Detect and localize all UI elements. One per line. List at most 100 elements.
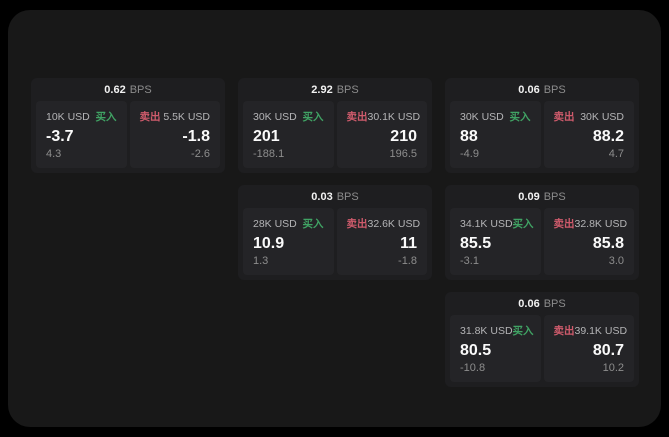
buy-panel-header: 34.1K USD 买入 [460,216,534,231]
sell-size-label: 5.5K USD [163,110,210,123]
sell-sub-value: -2.6 [191,148,210,160]
quote-panels: 34.1K USD 买入 85.5 -3.1 卖出 32.8K USD 85.8… [445,208,639,280]
sell-panel-header: 卖出 39.1K USD [554,323,628,338]
bps-unit-label: BPS [129,83,152,96]
sell-quote-panel[interactable]: 卖出 30.1K USD 210 196.5 [336,101,427,168]
buy-panel-header: 10K USD 买入 [46,109,117,124]
bps-unit-label: BPS [336,190,359,203]
sell-sub-value: 4.7 [608,148,624,160]
buy-quote-panel[interactable]: 30K USD 买入 88 -4.9 [450,101,541,168]
buy-price-value: 85.5 [460,234,492,252]
sell-panel-header: 卖出 5.5K USD [140,109,211,124]
sell-sub-value: 3.0 [608,255,624,267]
sell-panel-header: 卖出 30.1K USD [346,109,421,124]
buy-quote-panel[interactable]: 10K USD 买入 -3.7 4.3 [36,101,127,168]
card-header: 0.06 BPS [445,292,639,315]
buy-quote-panel[interactable]: 30K USD 买入 201 -188.1 [243,101,334,168]
quote-panels: 10K USD 买入 -3.7 4.3 卖出 5.5K USD -1.8 -2.… [31,101,225,173]
buy-size-label: 34.1K USD [460,217,513,230]
card-header: 0.62 BPS [31,78,225,101]
quote-card-grid: 0.62 BPS 10K USD 买入 -3.7 4.3 卖出 5.5K USD… [31,78,639,387]
bps-value: 2.92 [311,83,333,96]
quote-card[interactable]: 0.03 BPS 28K USD 买入 10.9 1.3 卖出 32.6K US… [238,185,432,280]
buy-sub-value: -4.9 [460,148,479,160]
sell-sub-value: 196.5 [389,148,417,160]
buy-sub-value: -10.8 [460,362,486,374]
card-header: 0.03 BPS [238,185,432,208]
quote-panels: 31.8K USD 买入 80.5 -10.8 卖出 39.1K USD 80.… [445,315,639,387]
quote-panels: 28K USD 买入 10.9 1.3 卖出 32.6K USD 11 -1.8 [238,208,432,280]
bps-unit-label: BPS [543,297,566,310]
bps-value: 0.09 [518,190,540,203]
sell-size-label: 32.6K USD [367,217,421,230]
buy-price-value: 201 [253,127,280,145]
buy-size-label: 31.8K USD [460,324,513,337]
buy-panel-header: 30K USD 买入 [460,109,531,124]
sell-price-value: 80.7 [592,341,624,359]
sell-quote-panel[interactable]: 卖出 32.6K USD 11 -1.8 [336,208,427,275]
buy-side-label: 买入 [302,111,324,123]
buy-price-value: -3.7 [46,127,74,145]
buy-side-label: 买入 [512,325,534,337]
buy-sub-value: 1.3 [253,255,269,267]
sell-side-label: 卖出 [139,111,161,123]
buy-size-label: 10K USD [46,110,90,123]
sell-size-label: 32.8K USD [574,217,628,230]
sell-side-label: 卖出 [346,218,368,230]
bps-value: 0.62 [104,83,126,96]
card-header: 0.06 BPS [445,78,639,101]
buy-price-value: 88 [460,127,478,145]
buy-quote-panel[interactable]: 34.1K USD 买入 85.5 -3.1 [450,208,541,275]
sell-price-value: 88.2 [592,127,624,145]
buy-size-label: 30K USD [460,110,504,123]
bps-unit-label: BPS [336,83,359,96]
buy-quote-panel[interactable]: 31.8K USD 买入 80.5 -10.8 [450,315,541,382]
sell-panel-header: 卖出 32.6K USD [346,216,421,231]
sell-sub-value: -1.8 [398,255,417,267]
bps-value: 0.06 [518,297,540,310]
buy-side-label: 买入 [95,111,117,123]
app-window: 0.62 BPS 10K USD 买入 -3.7 4.3 卖出 5.5K USD… [8,10,661,427]
sell-side-label: 卖出 [346,111,368,123]
sell-quote-panel[interactable]: 卖出 32.8K USD 85.8 3.0 [543,208,634,275]
sell-sub-value: 10.2 [602,362,624,374]
sell-price-value: 85.8 [592,234,624,252]
buy-panel-header: 28K USD 买入 [253,216,324,231]
quote-card[interactable]: 0.06 BPS 30K USD 买入 88 -4.9 卖出 30K USD 8… [445,78,639,173]
sell-size-label: 39.1K USD [574,324,628,337]
sell-size-label: 30.1K USD [367,110,421,123]
buy-price-value: 10.9 [253,234,285,252]
quote-card[interactable]: 0.06 BPS 31.8K USD 买入 80.5 -10.8 卖出 39.1… [445,292,639,387]
sell-size-label: 30K USD [580,110,624,123]
sell-side-label: 卖出 [553,111,575,123]
bps-unit-label: BPS [543,83,566,96]
bps-value: 0.06 [518,83,540,96]
buy-panel-header: 31.8K USD 买入 [460,323,534,338]
sell-quote-panel[interactable]: 卖出 5.5K USD -1.8 -2.6 [129,101,220,168]
sell-side-label: 卖出 [553,218,575,230]
sell-panel-header: 卖出 32.8K USD [553,216,628,231]
quote-card[interactable]: 0.62 BPS 10K USD 买入 -3.7 4.3 卖出 5.5K USD… [31,78,225,173]
sell-price-value: -1.8 [182,127,210,145]
buy-panel-header: 30K USD 买入 [253,109,324,124]
sell-price-value: 210 [390,127,417,145]
bps-value: 0.03 [311,190,333,203]
sell-price-value: 11 [400,234,417,252]
buy-sub-value: 4.3 [46,148,62,160]
quote-card[interactable]: 2.92 BPS 30K USD 买入 201 -188.1 卖出 30.1K … [238,78,432,173]
sell-quote-panel[interactable]: 卖出 30K USD 88.2 4.7 [543,101,634,168]
sell-quote-panel[interactable]: 卖出 39.1K USD 80.7 10.2 [543,315,634,382]
buy-sub-value: -3.1 [460,255,479,267]
buy-quote-panel[interactable]: 28K USD 买入 10.9 1.3 [243,208,334,275]
quote-panels: 30K USD 买入 201 -188.1 卖出 30.1K USD 210 1… [238,101,432,173]
buy-sub-value: -188.1 [253,148,285,160]
buy-side-label: 买入 [302,218,324,230]
buy-side-label: 买入 [512,218,534,230]
buy-price-value: 80.5 [460,341,492,359]
card-header: 0.09 BPS [445,185,639,208]
quote-panels: 30K USD 买入 88 -4.9 卖出 30K USD 88.2 4.7 [445,101,639,173]
buy-side-label: 买入 [509,111,531,123]
buy-size-label: 28K USD [253,217,297,230]
quote-card[interactable]: 0.09 BPS 34.1K USD 买入 85.5 -3.1 卖出 32.8K… [445,185,639,280]
bps-unit-label: BPS [543,190,566,203]
